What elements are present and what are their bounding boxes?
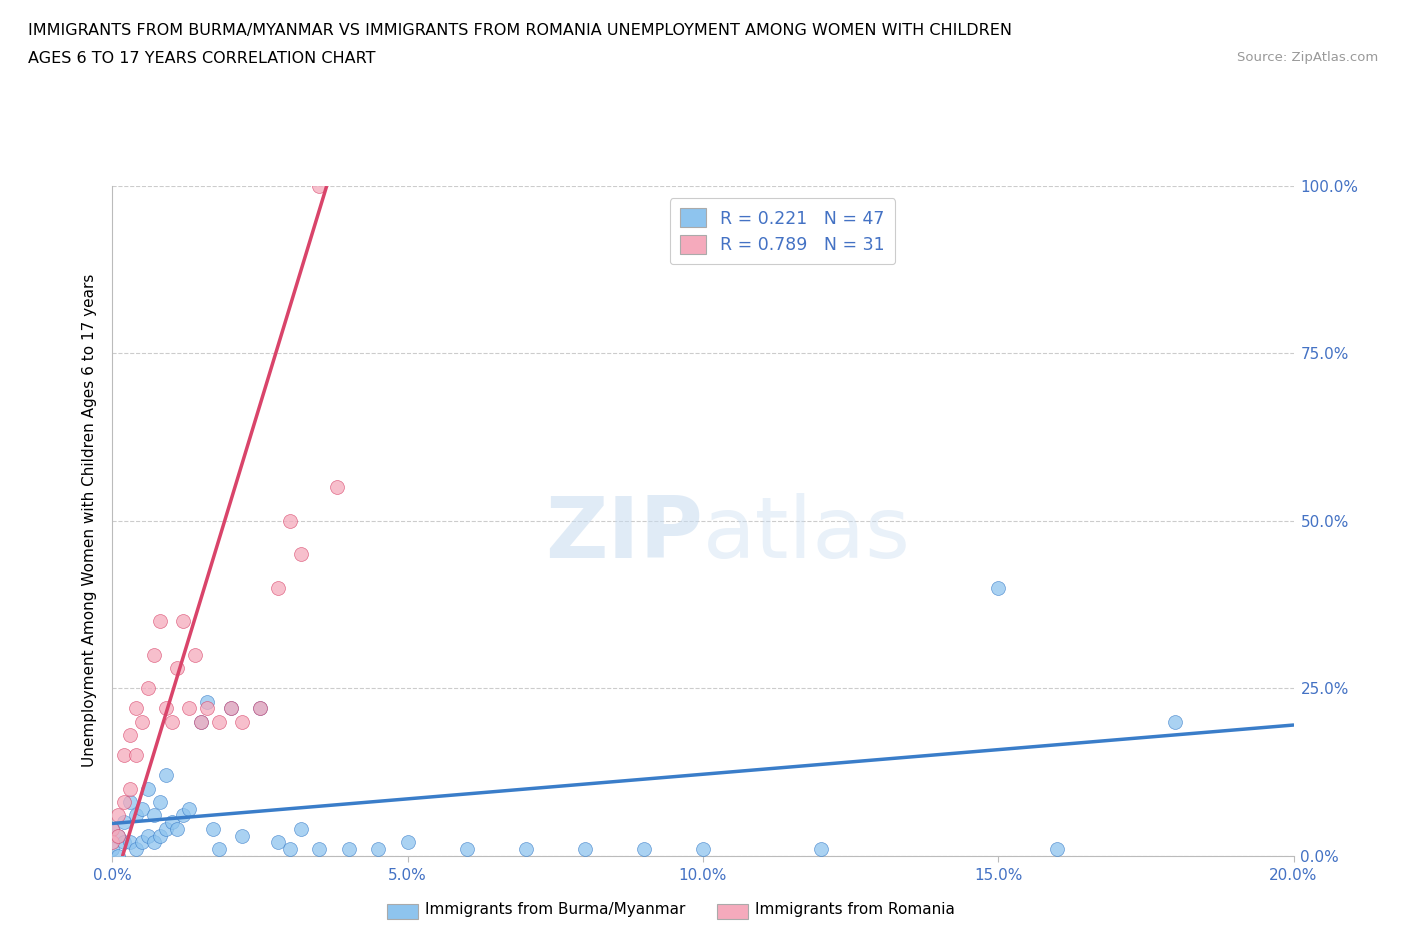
Point bbox=[101, 842, 124, 857]
Point bbox=[249, 701, 271, 716]
Point bbox=[308, 179, 330, 193]
Point bbox=[155, 768, 177, 783]
Legend: R = 0.221   N = 47, R = 0.789   N = 31: R = 0.221 N = 47, R = 0.789 N = 31 bbox=[669, 198, 896, 264]
Point bbox=[120, 781, 142, 796]
Point bbox=[810, 842, 832, 857]
Point bbox=[101, 821, 124, 836]
Point bbox=[987, 580, 1010, 595]
Point bbox=[574, 842, 596, 857]
Point bbox=[190, 714, 212, 729]
Point bbox=[120, 794, 142, 809]
Point bbox=[195, 694, 218, 709]
Point bbox=[172, 614, 194, 629]
Point bbox=[278, 842, 301, 857]
Point bbox=[101, 835, 124, 850]
Point bbox=[112, 794, 135, 809]
Point bbox=[107, 808, 129, 823]
Point bbox=[290, 547, 312, 562]
Point bbox=[179, 701, 201, 716]
Point bbox=[231, 828, 253, 843]
Text: Immigrants from Burma/Myanmar: Immigrants from Burma/Myanmar bbox=[425, 902, 685, 917]
Point bbox=[515, 842, 537, 857]
Point bbox=[155, 821, 177, 836]
Point bbox=[112, 815, 135, 830]
Point bbox=[195, 701, 218, 716]
Point bbox=[125, 842, 148, 857]
Point bbox=[208, 714, 231, 729]
Point bbox=[231, 714, 253, 729]
Point bbox=[125, 808, 148, 823]
Point bbox=[142, 835, 165, 850]
Point bbox=[166, 821, 188, 836]
Point bbox=[131, 802, 153, 817]
Point bbox=[136, 681, 159, 696]
Point bbox=[112, 748, 135, 763]
Point bbox=[112, 835, 135, 850]
Point bbox=[107, 848, 129, 863]
Point bbox=[337, 842, 360, 857]
Point bbox=[326, 480, 349, 495]
Point bbox=[120, 835, 142, 850]
Point bbox=[131, 714, 153, 729]
Point bbox=[136, 828, 159, 843]
Text: atlas: atlas bbox=[703, 493, 911, 576]
Text: Source: ZipAtlas.com: Source: ZipAtlas.com bbox=[1237, 51, 1378, 64]
Text: AGES 6 TO 17 YEARS CORRELATION CHART: AGES 6 TO 17 YEARS CORRELATION CHART bbox=[28, 51, 375, 66]
Point bbox=[201, 821, 224, 836]
Point bbox=[633, 842, 655, 857]
Y-axis label: Unemployment Among Women with Children Ages 6 to 17 years: Unemployment Among Women with Children A… bbox=[82, 274, 97, 767]
Point bbox=[149, 828, 172, 843]
Point bbox=[1046, 842, 1069, 857]
Point bbox=[149, 614, 172, 629]
Text: IMMIGRANTS FROM BURMA/MYANMAR VS IMMIGRANTS FROM ROMANIA UNEMPLOYMENT AMONG WOME: IMMIGRANTS FROM BURMA/MYANMAR VS IMMIGRA… bbox=[28, 23, 1012, 38]
Point bbox=[107, 828, 129, 843]
Point bbox=[290, 821, 312, 836]
Point bbox=[125, 701, 148, 716]
Point bbox=[1164, 714, 1187, 729]
Point bbox=[267, 580, 290, 595]
Point bbox=[142, 647, 165, 662]
Text: Immigrants from Romania: Immigrants from Romania bbox=[755, 902, 955, 917]
Point bbox=[219, 701, 242, 716]
Point bbox=[367, 842, 389, 857]
Point bbox=[267, 835, 290, 850]
Point bbox=[142, 808, 165, 823]
Point bbox=[456, 842, 478, 857]
Point bbox=[179, 802, 201, 817]
Point bbox=[131, 835, 153, 850]
Point bbox=[166, 660, 188, 675]
Point bbox=[308, 842, 330, 857]
Point bbox=[219, 701, 242, 716]
Point bbox=[149, 794, 172, 809]
Point bbox=[396, 835, 419, 850]
Point bbox=[172, 808, 194, 823]
Point bbox=[692, 842, 714, 857]
Point bbox=[208, 842, 231, 857]
Point bbox=[190, 714, 212, 729]
Point bbox=[107, 828, 129, 843]
Point bbox=[184, 647, 207, 662]
Point bbox=[155, 701, 177, 716]
Text: ZIP: ZIP bbox=[546, 493, 703, 576]
Point bbox=[136, 781, 159, 796]
Point bbox=[160, 815, 183, 830]
Point bbox=[278, 513, 301, 528]
Point bbox=[101, 821, 124, 836]
Point bbox=[125, 748, 148, 763]
Point bbox=[120, 727, 142, 742]
Point bbox=[249, 701, 271, 716]
Point bbox=[160, 714, 183, 729]
